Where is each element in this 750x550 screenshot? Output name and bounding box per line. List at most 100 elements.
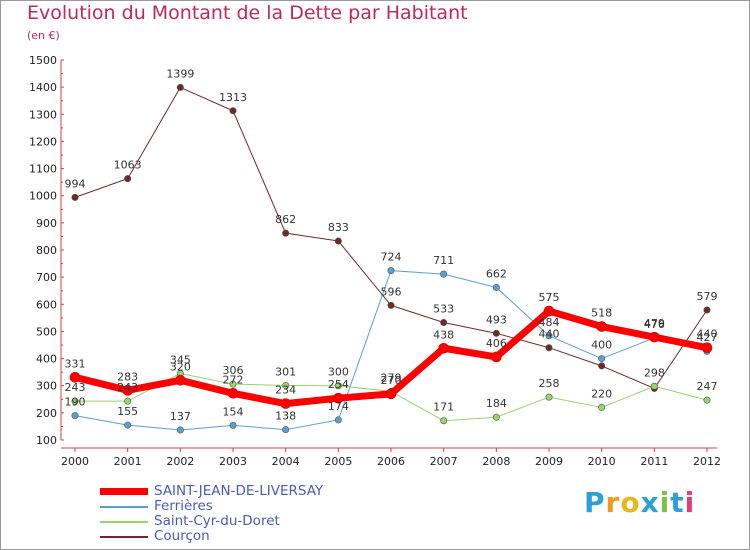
data-point — [492, 329, 500, 337]
y-tick-label: 900 — [36, 217, 57, 230]
data-label: 440 — [697, 328, 718, 341]
legend-swatch — [100, 488, 148, 495]
y-tick-label: 1400 — [29, 81, 57, 94]
chart-title: Evolution du Montant de la Dette par Hab… — [27, 2, 468, 24]
legend-label: SAINT-JEAN-DE-LIVERSAY — [154, 483, 324, 499]
data-point — [124, 397, 132, 405]
data-point — [598, 362, 606, 370]
data-point — [282, 381, 290, 389]
data-point — [650, 382, 658, 390]
legend-swatch — [100, 536, 148, 538]
data-point — [124, 175, 132, 183]
data-point — [703, 396, 711, 404]
data-label: 724 — [381, 251, 402, 264]
data-label: 533 — [433, 302, 454, 315]
data-point — [492, 413, 500, 421]
data-label: 438 — [433, 328, 454, 341]
x-tick-label: 2009 — [535, 455, 563, 468]
y-tick-label: 200 — [36, 407, 57, 420]
data-label: 518 — [591, 307, 612, 320]
x-tick-label: 2005 — [324, 455, 352, 468]
data-point — [71, 412, 79, 420]
y-tick-label: 1000 — [29, 190, 57, 203]
data-point — [387, 267, 395, 275]
data-label: 283 — [117, 370, 138, 383]
data-point — [280, 398, 291, 409]
data-label: 406 — [486, 337, 507, 350]
data-point — [229, 380, 237, 388]
data-label: 258 — [539, 377, 560, 390]
y-tick-label: 1500 — [29, 54, 57, 67]
logo-letter: r — [605, 486, 621, 519]
x-tick-label: 2002 — [166, 455, 194, 468]
data-label: 476 — [644, 318, 665, 331]
x-tick-label: 2008 — [482, 455, 510, 468]
data-label: 331 — [65, 357, 86, 370]
data-point — [334, 382, 342, 390]
data-label: 596 — [381, 285, 402, 298]
x-tick-label: 2001 — [114, 455, 142, 468]
data-label: 862 — [275, 213, 296, 226]
legend-swatch — [100, 506, 148, 508]
data-label: 243 — [65, 381, 86, 394]
data-label: 1063 — [114, 159, 142, 172]
x-tick-label: 2006 — [377, 455, 405, 468]
data-label: 1313 — [219, 91, 247, 104]
data-label: 300 — [328, 366, 349, 379]
y-tick-label: 1300 — [29, 108, 57, 121]
data-label: 234 — [275, 384, 296, 397]
legend-label: Saint-Cyr-du-Doret — [154, 513, 280, 529]
x-tick-label: 2003 — [219, 455, 247, 468]
y-tick-label: 500 — [36, 325, 57, 338]
legend-label: Courçon — [154, 528, 210, 544]
data-point — [334, 237, 342, 245]
data-label: 272 — [223, 373, 244, 386]
data-label: 345 — [170, 354, 191, 367]
data-point — [598, 355, 606, 363]
y-tick-label: 800 — [36, 244, 57, 257]
y-tick-label: 600 — [36, 298, 57, 311]
data-point — [229, 421, 237, 429]
data-point — [227, 388, 239, 399]
data-point — [701, 342, 713, 354]
data-point — [703, 306, 711, 314]
y-tick-label: 700 — [36, 271, 57, 284]
data-label: 833 — [328, 221, 349, 234]
data-label: 306 — [223, 364, 244, 377]
legend-swatch — [100, 521, 148, 523]
data-point — [71, 193, 79, 201]
data-label: 484 — [539, 316, 560, 329]
data-label: 427 — [697, 331, 718, 344]
x-tick-label: 2000 — [61, 455, 89, 468]
data-point — [122, 385, 133, 396]
data-label: 662 — [486, 267, 507, 280]
y-tick-label: 1200 — [29, 135, 57, 148]
data-label: 171 — [433, 401, 454, 414]
data-label: 711 — [433, 254, 454, 267]
logo-letter: i — [684, 486, 696, 519]
data-point — [69, 371, 81, 383]
data-label: 440 — [539, 328, 560, 341]
data-point — [387, 301, 395, 309]
data-point — [333, 392, 344, 404]
data-point — [124, 421, 132, 429]
data-label: 279 — [381, 371, 402, 384]
data-point — [598, 403, 606, 411]
data-point — [492, 283, 500, 291]
chart-subtitle: (en €) — [27, 29, 60, 42]
logo-letter: t — [670, 486, 685, 519]
data-label: 174 — [328, 400, 349, 413]
data-label: 400 — [591, 339, 612, 352]
data-label: 190 — [65, 396, 86, 409]
logo-letter: P — [584, 486, 606, 519]
data-label: 575 — [539, 291, 560, 304]
data-label: 579 — [697, 290, 718, 303]
data-point — [334, 416, 342, 424]
data-label: 184 — [486, 397, 507, 410]
data-point — [545, 332, 553, 340]
data-label: 994 — [65, 177, 86, 190]
y-tick-label: 1100 — [29, 163, 57, 176]
data-point — [71, 397, 79, 405]
logo-letter: x — [640, 486, 660, 519]
